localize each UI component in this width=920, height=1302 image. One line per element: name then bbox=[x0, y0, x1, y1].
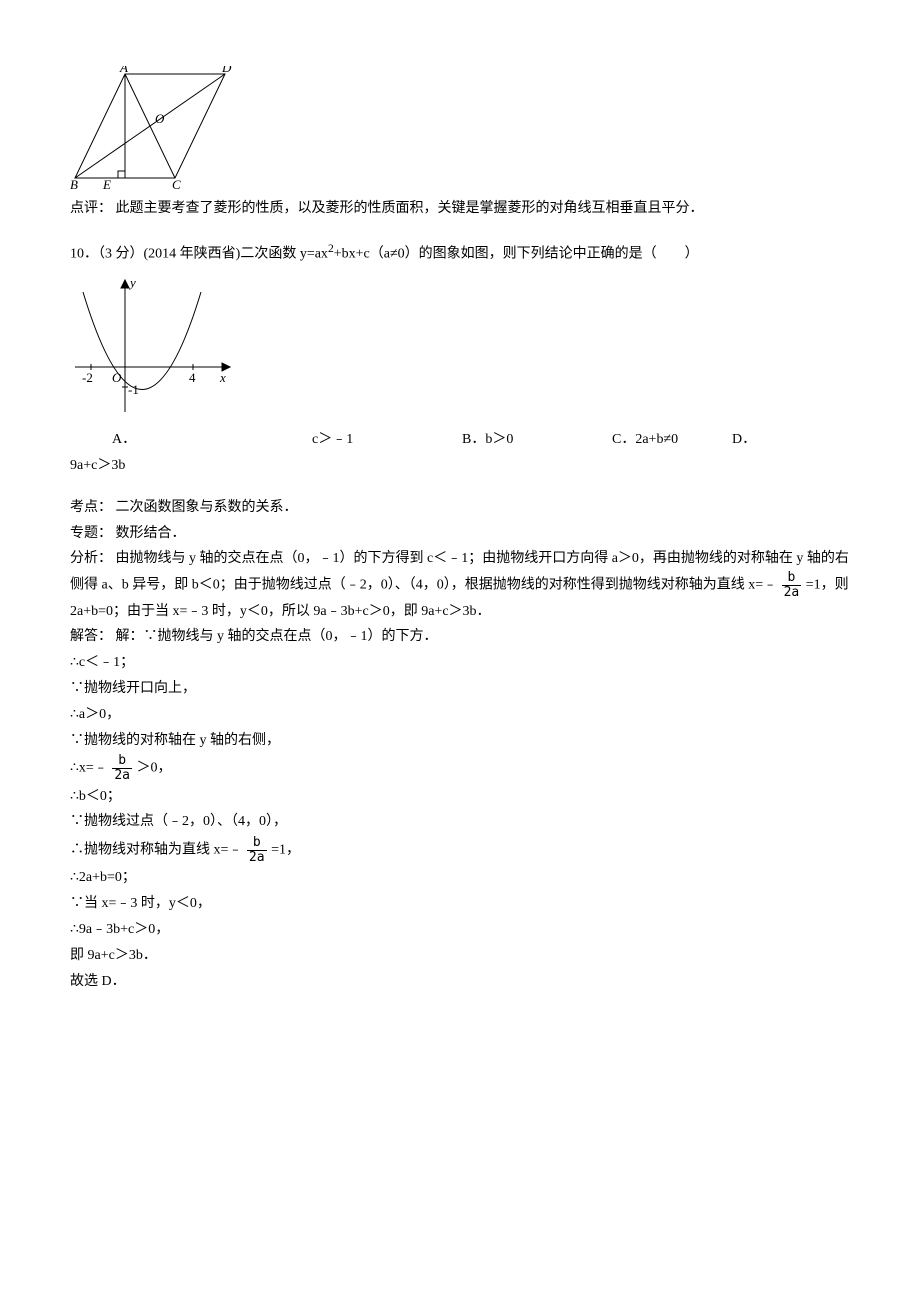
jieda-12: ∴9a﹣3b+c＞0， bbox=[70, 918, 860, 942]
q10-option-last: 9a+c＞3b bbox=[70, 454, 860, 478]
jieda-10: ∴2a+b=0； bbox=[70, 866, 860, 890]
x-axis-label: x bbox=[219, 370, 226, 385]
jieda-8: ∵抛物线过点（﹣2，0）、（4，0）， bbox=[70, 810, 860, 834]
comment-text: 此题主要考查了菱形的性质，以及菱形的性质面积，关键是掌握菱形的对角线互相垂直且平… bbox=[116, 201, 704, 216]
opt-A-label: A． bbox=[112, 432, 136, 447]
jieda-13: 即 9a+c＞3b． bbox=[70, 944, 860, 968]
comment-label: 点评： bbox=[70, 201, 112, 216]
opt-A-val: c＞﹣1 bbox=[312, 432, 353, 447]
kaodian: 考点： 二次函数图象与系数的关系． bbox=[70, 496, 860, 520]
opt-D: D． bbox=[732, 432, 756, 447]
frac-b-2a-1: b2a bbox=[781, 571, 803, 599]
label-D: D bbox=[221, 66, 232, 75]
jieda-5: ∵抛物线的对称轴在 y 轴的右侧， bbox=[70, 729, 860, 753]
frac-b-2a-2: b2a bbox=[111, 754, 133, 782]
origin-label: O bbox=[112, 370, 122, 385]
jieda-11: ∵当 x=﹣3 时，y＜0， bbox=[70, 892, 860, 916]
jieda-6: ∴x=﹣ b2a ＞0， bbox=[70, 754, 860, 782]
jieda-3: ∵抛物线开口向上， bbox=[70, 677, 860, 701]
parabola-diagram: y x O -2 4 -1 bbox=[70, 272, 240, 422]
jieda-1: 解答： 解：∵抛物线与 y 轴的交点在点（0，﹣1）的下方． bbox=[70, 625, 860, 649]
label-C: C bbox=[172, 177, 181, 191]
opt-B: B．b＞0 bbox=[462, 432, 513, 447]
q10-stem: 10．（3 分）(2014 年陕西省)二次函数 y=ax2+bx+c（a≠0）的… bbox=[70, 239, 860, 266]
jieda-2: ∴c＜﹣1； bbox=[70, 651, 860, 675]
jieda-14: 故选 D． bbox=[70, 970, 860, 994]
zhuanti: 专题： 数形结合． bbox=[70, 522, 860, 546]
label-O: O bbox=[155, 111, 165, 126]
opt-C: C．2a+b≠0 bbox=[612, 432, 678, 447]
label-A: A bbox=[119, 66, 128, 75]
frac-b-2a-3: b2a bbox=[246, 836, 268, 864]
jieda-4: ∴a＞0， bbox=[70, 703, 860, 727]
comment-block: 点评： 此题主要考查了菱形的性质，以及菱形的性质面积，关键是掌握菱形的对角线互相… bbox=[70, 197, 860, 221]
label-E: E bbox=[102, 177, 111, 191]
rhombus-diagram: A B C D E O bbox=[70, 66, 232, 191]
fenxi: 分析： 由抛物线与 y 轴的交点在点（0，﹣1）的下方得到 c＜﹣1；由抛物线开… bbox=[70, 547, 860, 623]
y-neg1: -1 bbox=[128, 382, 139, 397]
jieda-9: ∴抛物线对称轴为直线 x=﹣ b2a =1， bbox=[70, 836, 860, 864]
jieda-7: ∴b＜0； bbox=[70, 785, 860, 809]
x-right-tick: 4 bbox=[189, 370, 196, 385]
label-B: B bbox=[70, 177, 78, 191]
q10-options: A． c＞﹣1 B．b＞0 C．2a+b≠0 D． bbox=[70, 428, 860, 452]
y-axis-label: y bbox=[128, 275, 136, 290]
x-left-tick: -2 bbox=[82, 370, 93, 385]
